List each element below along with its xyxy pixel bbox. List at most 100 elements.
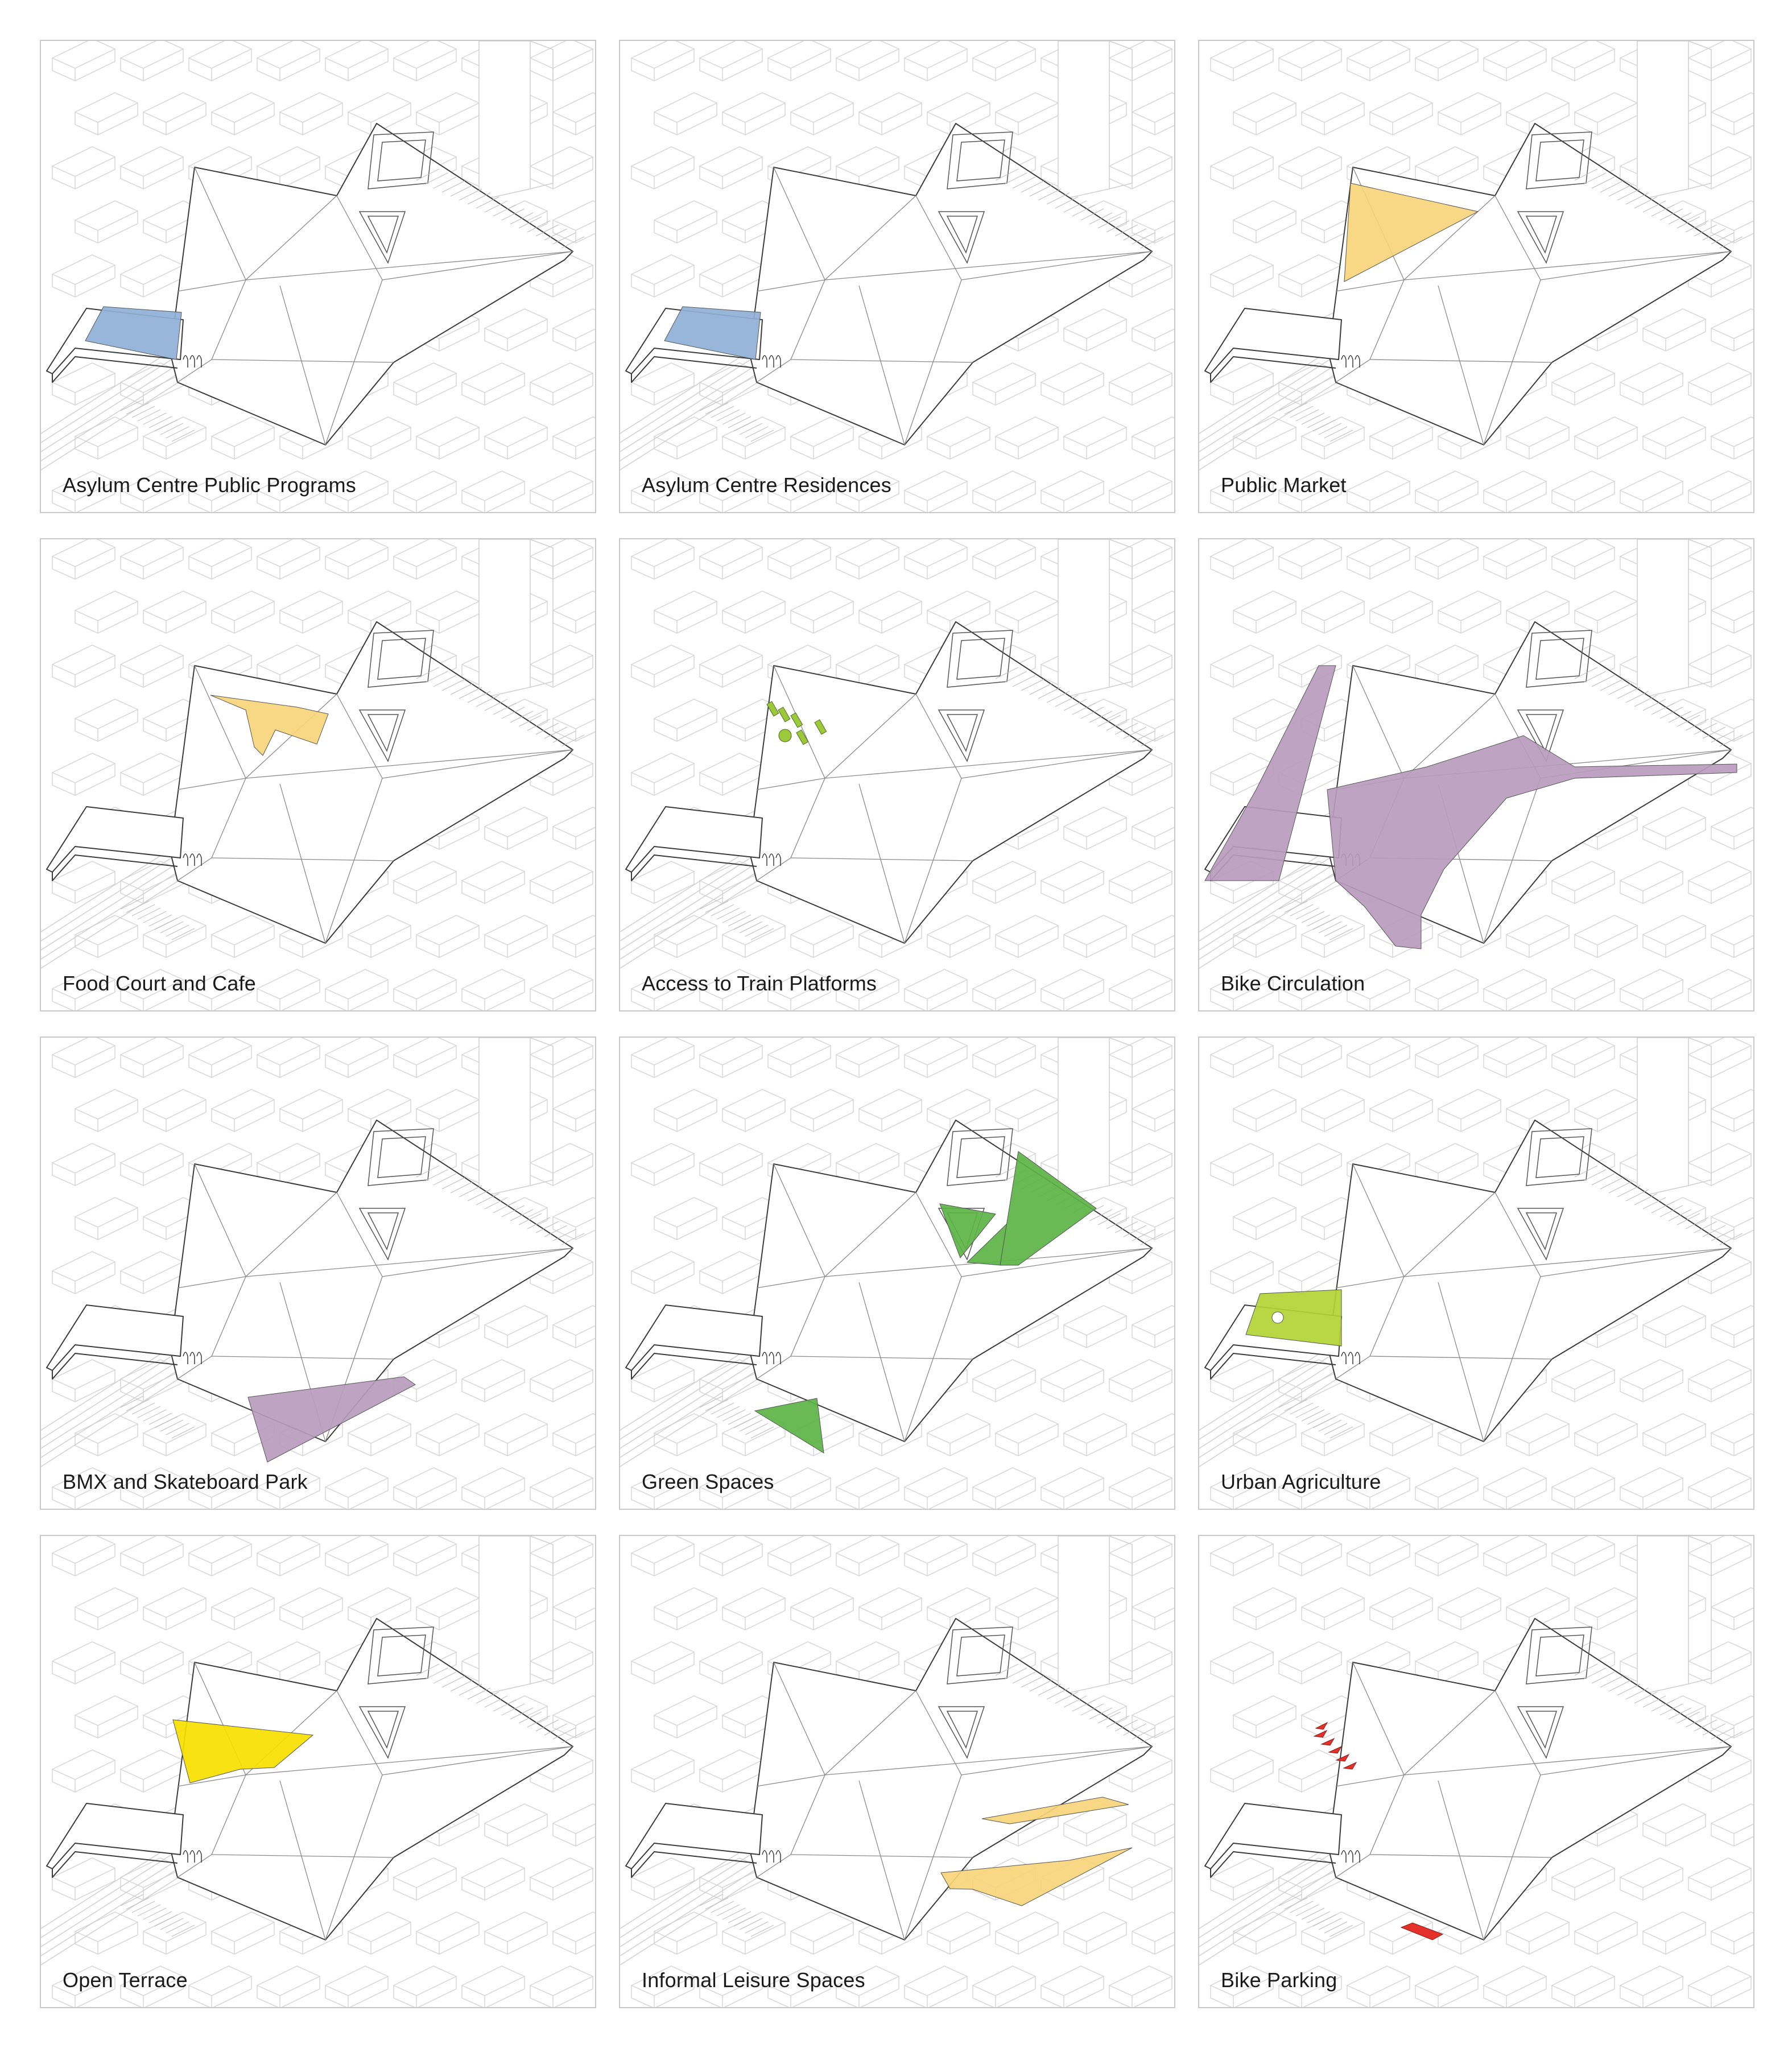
panel-bike-circulation: Bike Circulation xyxy=(1198,538,1754,1011)
main-building xyxy=(46,1618,573,1940)
panel-green-spaces: Green Spaces xyxy=(619,1037,1175,1510)
bike-circulation-area xyxy=(1204,665,1737,949)
roof-hatch xyxy=(120,667,585,940)
isometric-drawing xyxy=(620,41,1174,512)
highlight-shape xyxy=(981,1797,1129,1824)
tower-context xyxy=(478,1038,554,1198)
roof-hatch xyxy=(699,667,1164,940)
tower-context xyxy=(478,539,554,699)
highlight-shape xyxy=(1000,1151,1097,1266)
panel-skatepark: BMX and Skateboard Park xyxy=(40,1037,596,1510)
panel-caption: Public Market xyxy=(1221,473,1347,497)
isometric-drawing xyxy=(620,1536,1174,2007)
skatepark-area xyxy=(247,1376,416,1463)
isometric-drawing xyxy=(41,1536,595,2007)
main-building xyxy=(625,1618,1153,1940)
open-terrace-area xyxy=(172,1719,314,1783)
parking-space xyxy=(1343,1761,1357,1770)
panel-caption: Green Spaces xyxy=(642,1470,774,1493)
main-building xyxy=(46,621,573,944)
roof-hatch xyxy=(1278,1663,1743,1937)
tower-context xyxy=(1058,1536,1133,1696)
access-marker xyxy=(796,729,809,745)
tower-context xyxy=(478,1536,554,1696)
roof-hatch xyxy=(120,1663,585,1937)
isometric-drawing xyxy=(1199,41,1753,512)
highlight-shape xyxy=(1344,183,1479,282)
access-marker xyxy=(766,701,779,717)
panel-caption: Bike Parking xyxy=(1221,1968,1337,1992)
leisure-spaces-area xyxy=(940,1797,1133,1906)
highlight-shape xyxy=(1327,735,1737,949)
parking-space xyxy=(1315,1721,1328,1730)
panel-caption: BMX and Skateboard Park xyxy=(63,1470,308,1493)
courtyard xyxy=(1517,1128,1592,1261)
tower-context xyxy=(1637,1038,1712,1198)
tower-context xyxy=(1058,539,1133,699)
isometric-drawing xyxy=(620,539,1174,1010)
panel-train-access: Access to Train Platforms xyxy=(619,538,1175,1011)
panel-food-court: Food Court and Cafe xyxy=(40,538,596,1011)
panel-public-market: Public Market xyxy=(1198,40,1754,513)
tower-context xyxy=(1637,41,1712,201)
food-court-area xyxy=(210,695,329,756)
highlight-shape xyxy=(1204,665,1336,881)
highlight-shape xyxy=(210,695,329,756)
main-building xyxy=(46,1120,573,1442)
roof-hatch xyxy=(1278,667,1743,940)
highlight-shape xyxy=(247,1376,416,1463)
courtyard xyxy=(1517,1626,1592,1759)
isometric-drawing xyxy=(41,539,595,1010)
tower-context xyxy=(1058,41,1133,201)
highlight-shape xyxy=(1245,1289,1342,1347)
parking-space xyxy=(1313,1729,1328,1738)
tower-context xyxy=(478,41,554,201)
access-marker xyxy=(814,719,827,735)
parking-space xyxy=(1328,1745,1343,1754)
roof-hatch xyxy=(120,1165,585,1439)
roof-hatch xyxy=(699,1663,1164,1937)
roof-hatch xyxy=(699,168,1164,442)
diagram-grid: Asylum Centre Public Programs Asylum Cen… xyxy=(40,40,1754,2038)
panel-residences: Asylum Centre Residences xyxy=(619,40,1175,513)
isometric-drawing xyxy=(41,1038,595,1509)
residences-area xyxy=(664,306,761,360)
highlight-shape xyxy=(754,1398,824,1454)
isometric-drawing xyxy=(620,1038,1174,1509)
isometric-drawing xyxy=(1199,539,1753,1010)
urban-agriculture-area xyxy=(1245,1289,1342,1347)
parking-space xyxy=(1335,1753,1350,1762)
highlight-shape xyxy=(940,1847,1133,1906)
public-programs-area xyxy=(85,306,182,360)
roof-hatch xyxy=(1278,1165,1743,1439)
courtyard xyxy=(1517,630,1592,762)
panel-bike-parking: Bike Parking xyxy=(1198,1535,1754,2008)
access-marker xyxy=(778,707,791,722)
panel-caption: Bike Circulation xyxy=(1221,972,1365,995)
green-spaces-area xyxy=(754,1151,1097,1454)
roof-hatch xyxy=(1278,168,1743,442)
highlight-shape xyxy=(172,1719,314,1783)
panel-caption: Urban Agriculture xyxy=(1221,1470,1381,1493)
isometric-drawing xyxy=(1199,1038,1753,1509)
panel-caption: Informal Leisure Spaces xyxy=(642,1968,865,1992)
tower-context xyxy=(1637,539,1712,699)
tower-context xyxy=(1637,1536,1712,1696)
panel-caption: Food Court and Cafe xyxy=(63,972,256,995)
parking-space xyxy=(1400,1922,1444,1940)
panel-caption: Access to Train Platforms xyxy=(642,972,877,995)
access-marker xyxy=(778,729,792,742)
highlight-shape xyxy=(85,306,182,360)
panel-open-terrace: Open Terrace xyxy=(40,1535,596,2008)
train-access-area xyxy=(766,701,827,745)
tower-context xyxy=(1058,1038,1133,1198)
panel-caption: Asylum Centre Residences xyxy=(642,473,891,497)
highlight-shape xyxy=(939,1203,996,1258)
parking-space xyxy=(1320,1737,1335,1746)
panel-urban-agriculture: Urban Agriculture xyxy=(1198,1037,1754,1510)
isometric-drawing xyxy=(41,41,595,512)
panel-public-programs: Asylum Centre Public Programs xyxy=(40,40,596,513)
panel-caption: Open Terrace xyxy=(63,1968,188,1992)
panel-caption: Asylum Centre Public Programs xyxy=(63,473,356,497)
public-market-area xyxy=(1344,183,1479,282)
